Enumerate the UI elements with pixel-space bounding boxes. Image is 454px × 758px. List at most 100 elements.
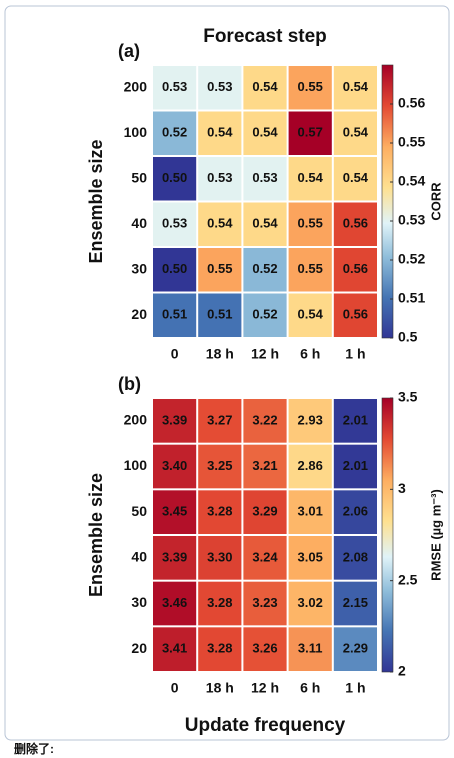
cell-label: 3.24 bbox=[252, 549, 278, 564]
heatmap-cell bbox=[153, 157, 197, 201]
heatmap-cell bbox=[153, 293, 197, 337]
cell-label: 2.15 bbox=[343, 595, 368, 610]
heatmap-cell bbox=[153, 490, 197, 534]
heatmap-cell bbox=[198, 490, 242, 534]
heatmap-cell bbox=[333, 157, 377, 201]
colorbar-tick-label: 0.52 bbox=[398, 251, 425, 267]
x-tick-label: 1 h bbox=[345, 346, 365, 362]
panel-label: (b) bbox=[118, 374, 141, 394]
heatmap-cell bbox=[198, 157, 242, 201]
cell-label: 2.01 bbox=[343, 412, 368, 427]
x-tick-label: 1 h bbox=[345, 680, 365, 696]
cell-label: 0.53 bbox=[162, 79, 187, 94]
heatmap-cell bbox=[243, 202, 287, 246]
heatmap-cell bbox=[243, 293, 287, 337]
cell-label: 3.45 bbox=[162, 504, 187, 519]
cell-label: 0.54 bbox=[252, 125, 278, 140]
heatmap-cell bbox=[243, 627, 287, 671]
y-axis-label: Ensemble size bbox=[86, 473, 106, 597]
heatmap-cell bbox=[288, 293, 332, 337]
cell-label: 3.39 bbox=[162, 412, 187, 427]
heatmap-cell bbox=[288, 111, 332, 155]
heatmap-cell bbox=[243, 399, 287, 443]
cell-label: 0.55 bbox=[298, 261, 323, 276]
x-tick-label: 0 bbox=[171, 680, 179, 696]
heatmap-cell bbox=[333, 399, 377, 443]
heatmap-cell bbox=[243, 111, 287, 155]
cell-label: 0.54 bbox=[343, 79, 369, 94]
x-tick-label: 12 h bbox=[251, 346, 279, 362]
frame bbox=[4, 5, 450, 741]
cell-label: 3.41 bbox=[162, 641, 187, 656]
colorbar-tick-label: 0.56 bbox=[398, 95, 425, 111]
footer: 删除了: bbox=[14, 741, 54, 756]
colorbar-tick-label: 3.5 bbox=[398, 389, 418, 405]
heatmap-cell bbox=[333, 111, 377, 155]
heatmap-cell bbox=[153, 66, 197, 110]
colorbar-tick-label: 0.54 bbox=[398, 173, 425, 189]
colorbar-label: RMSE (µg m⁻³) bbox=[428, 489, 443, 581]
heatmap-cell bbox=[198, 248, 242, 292]
cell-label: 3.22 bbox=[252, 412, 277, 427]
cell-label: 0.52 bbox=[162, 125, 187, 140]
cell-label: 0.54 bbox=[298, 170, 324, 185]
heatmap-cell bbox=[243, 444, 287, 489]
heatmap-cell bbox=[243, 66, 287, 110]
heatmap-cell bbox=[333, 444, 377, 489]
heatmap-cell bbox=[198, 399, 242, 443]
heatmap-cell bbox=[153, 399, 197, 443]
cell-label: 2.06 bbox=[343, 504, 368, 519]
y-tick-label: 200 bbox=[124, 412, 148, 428]
x-tick-label: 0 bbox=[171, 346, 179, 362]
cell-label: 0.56 bbox=[343, 261, 368, 276]
cell-label: 3.23 bbox=[252, 595, 277, 610]
heatmap-cell bbox=[198, 627, 242, 671]
chart-title: Forecast step bbox=[203, 26, 327, 47]
colorbar bbox=[381, 397, 394, 673]
cell-label: 3.02 bbox=[298, 595, 323, 610]
cell-label: 0.56 bbox=[343, 307, 368, 322]
x-tick-label: 18 h bbox=[206, 346, 234, 362]
heatmap-cell bbox=[288, 536, 332, 580]
cell-label: 3.28 bbox=[207, 504, 232, 519]
heatmap-cell bbox=[153, 111, 197, 155]
heatmap-cell bbox=[198, 202, 242, 246]
cell-label: 3.11 bbox=[298, 641, 323, 656]
y-tick-label: 100 bbox=[124, 124, 148, 140]
y-tick-label: 40 bbox=[131, 549, 147, 565]
cell-label: 3.29 bbox=[252, 504, 277, 519]
cell-label: 0.51 bbox=[162, 307, 187, 322]
cell-label: 0.53 bbox=[162, 216, 187, 231]
cell-label: 0.54 bbox=[343, 170, 369, 185]
y-tick-label: 30 bbox=[131, 594, 147, 610]
cell-label: 3.01 bbox=[298, 504, 323, 519]
cell-label: 3.26 bbox=[252, 641, 277, 656]
heatmap-cell bbox=[243, 490, 287, 534]
y-tick-label: 200 bbox=[124, 78, 148, 94]
y-tick-label: 50 bbox=[131, 503, 147, 519]
y-tick-label: 100 bbox=[124, 457, 148, 473]
cell-label: 0.54 bbox=[343, 125, 369, 140]
heatmap-cell bbox=[243, 157, 287, 201]
heatmap-cell bbox=[288, 627, 332, 671]
colorbar-tick-label: 3 bbox=[398, 480, 406, 496]
x-tick-label: 6 h bbox=[300, 346, 320, 362]
cell-label: 2.29 bbox=[343, 641, 368, 656]
heatmap-cell bbox=[198, 536, 242, 580]
cell-label: 0.55 bbox=[298, 216, 323, 231]
heatmap-cell bbox=[333, 66, 377, 110]
heatmap-cell bbox=[333, 627, 377, 671]
cell-label: 0.51 bbox=[207, 307, 232, 322]
x-tick-label: 12 h bbox=[251, 680, 279, 696]
cell-label: 2.08 bbox=[343, 549, 368, 564]
panel-label: (a) bbox=[118, 41, 140, 61]
heatmap-cell bbox=[153, 627, 197, 671]
y-tick-label: 40 bbox=[131, 215, 147, 231]
heatmap-cell bbox=[333, 202, 377, 246]
colorbar-tick-label: 0.51 bbox=[398, 290, 425, 306]
heatmap-cell bbox=[198, 66, 242, 110]
cell-label: 0.53 bbox=[207, 79, 232, 94]
heatmap-cell bbox=[288, 202, 332, 246]
heatmap-cell bbox=[288, 66, 332, 110]
cell-label: 2.86 bbox=[298, 458, 323, 473]
